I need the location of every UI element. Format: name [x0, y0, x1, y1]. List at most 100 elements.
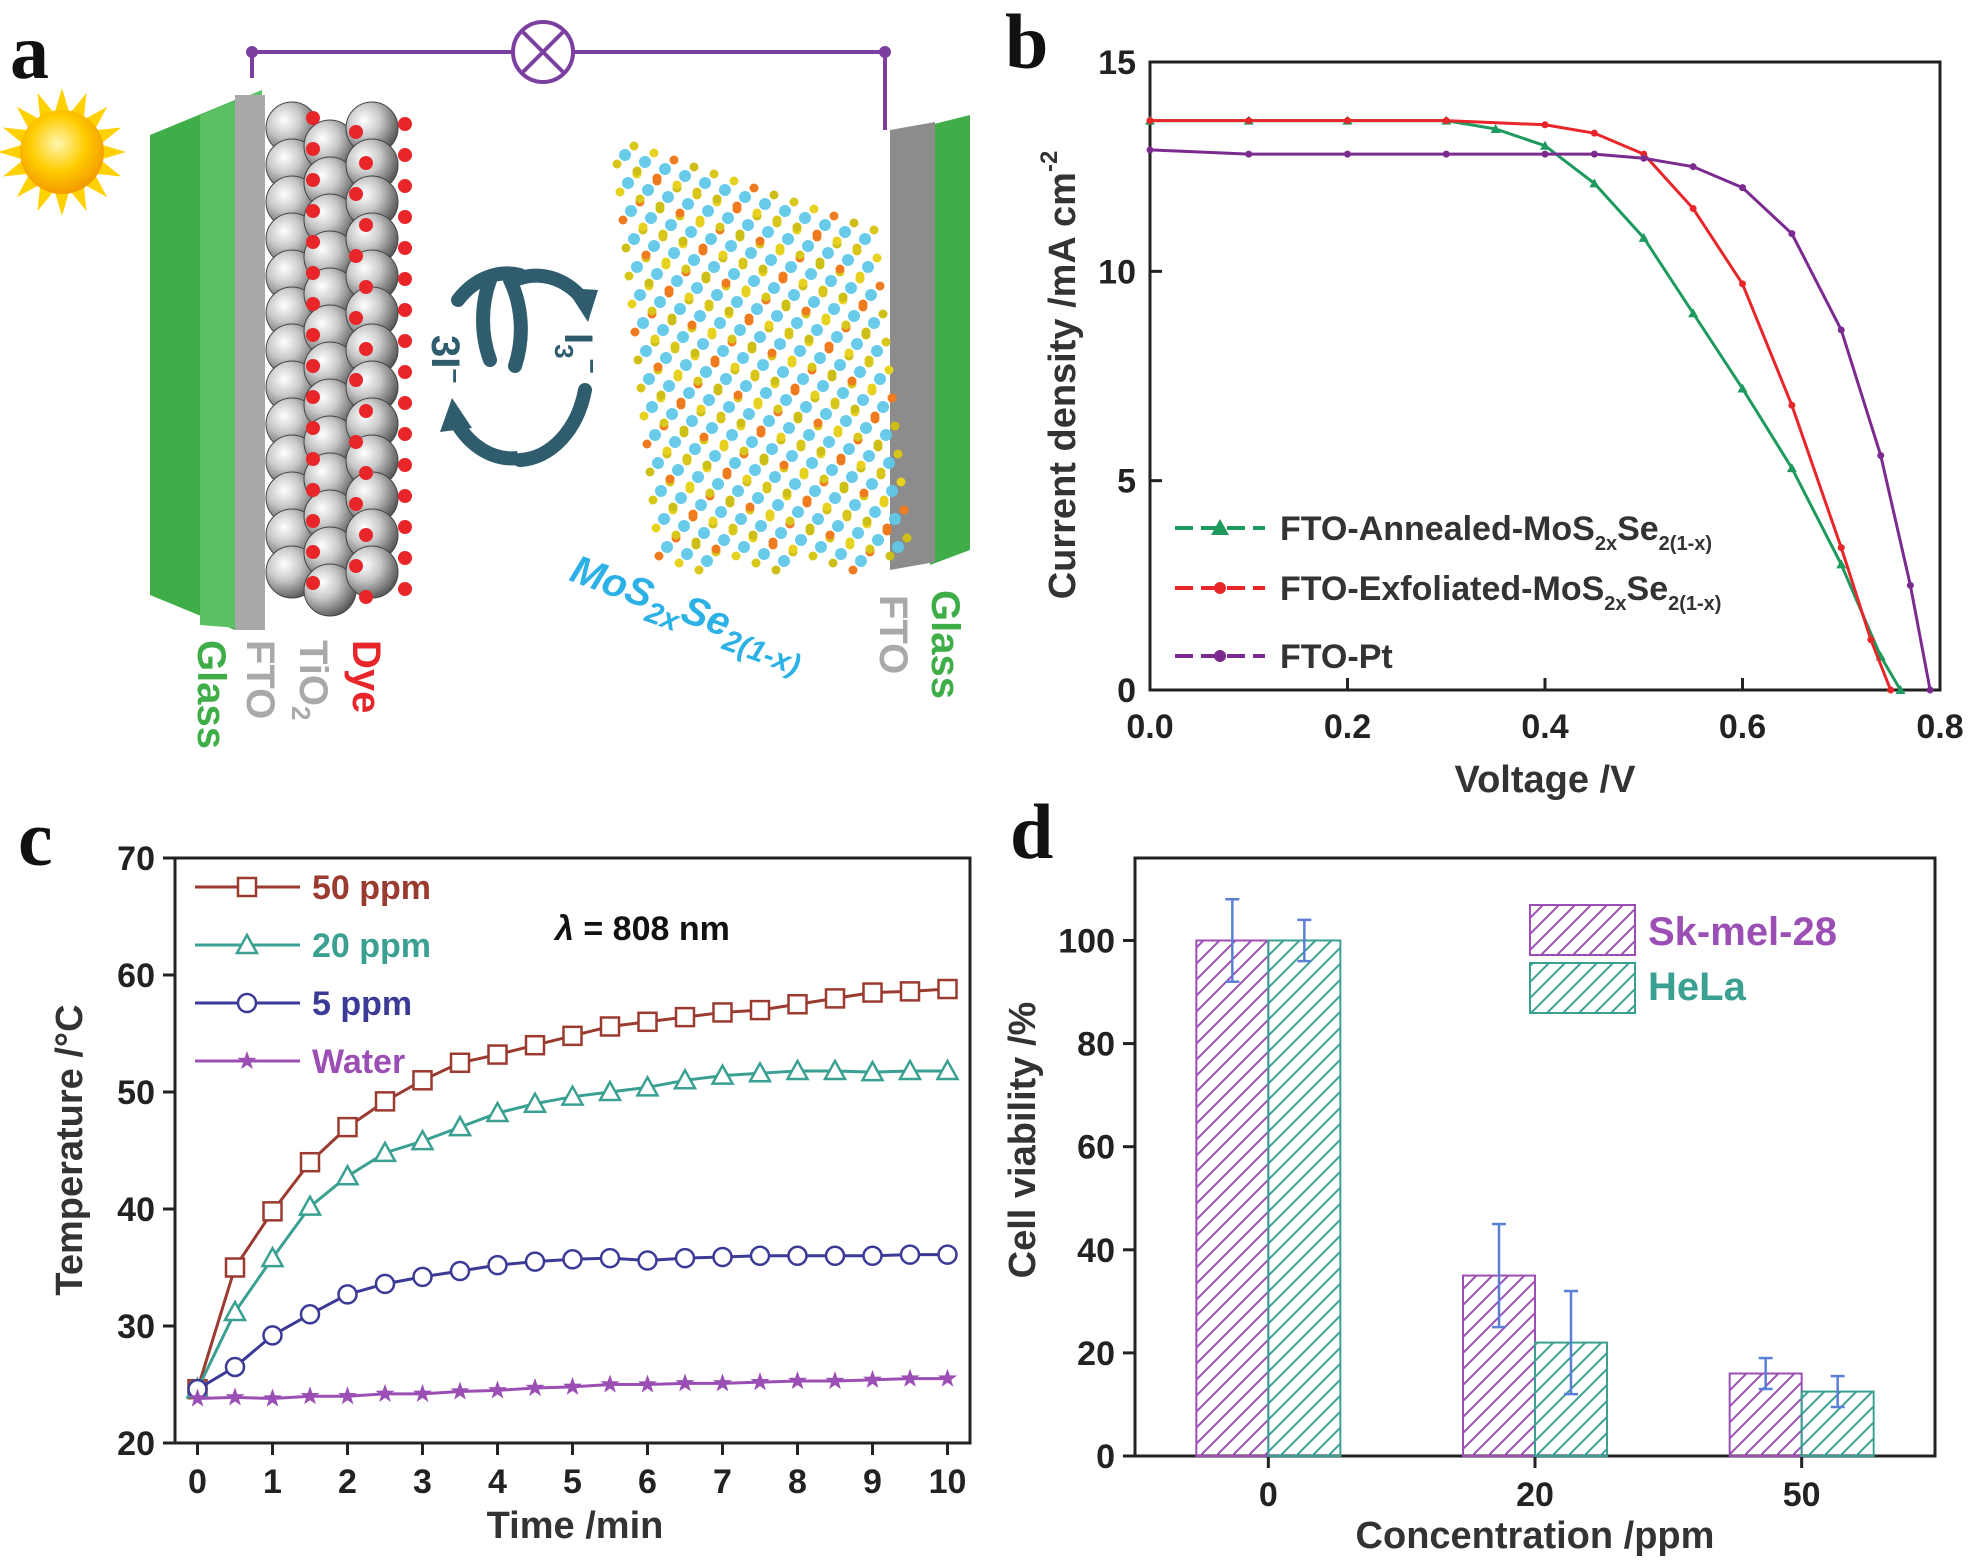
data-point	[524, 1034, 546, 1056]
legend-label: Water	[312, 1043, 405, 1081]
data-point	[1906, 581, 1914, 589]
data-point	[937, 1368, 958, 1387]
data-point	[1836, 559, 1847, 569]
data-point	[674, 1006, 696, 1028]
panel-d-ticks: 0 20 40 60 80 100 0 20 50	[1058, 922, 1820, 1514]
data-point	[1146, 146, 1154, 154]
legend-item: 5 ppm	[195, 985, 412, 1023]
data-point	[1926, 686, 1934, 694]
panel-a: a	[0, 8, 970, 749]
data-point	[300, 1386, 320, 1405]
legend-item-exfoliated: FTO-Exfoliated-MoS2xSe2(1-x)	[1175, 570, 1721, 615]
data-point	[600, 1374, 620, 1393]
x-tick-label: 0.2	[1324, 708, 1371, 746]
y-tick-label: 15	[1098, 44, 1136, 82]
data-point	[262, 1388, 283, 1407]
data-point	[787, 1245, 808, 1267]
data-point	[1442, 117, 1450, 125]
data-point	[1490, 123, 1501, 133]
x-tick-label: 0.4	[1521, 708, 1568, 746]
data-point	[1786, 463, 1797, 473]
panel-d-legend: Sk-mel-28 HeLa	[1529, 904, 1837, 1014]
data-point	[1895, 685, 1906, 694]
data-point	[487, 1254, 508, 1276]
wavelength-annotation: λ = 808 nm	[553, 910, 730, 948]
data-point	[860, 1059, 885, 1082]
legend-label-exfoliated: FTO-Exfoliated-MoS2xSe2(1-x)	[1280, 570, 1721, 615]
data-point	[449, 1260, 471, 1282]
data-point	[522, 1091, 548, 1113]
legend-item: 20 ppm	[195, 927, 431, 965]
external-circuit	[246, 20, 891, 130]
data-point	[560, 1084, 585, 1106]
y-tick-label: 70	[117, 840, 155, 878]
data-point	[525, 1378, 545, 1397]
panel-d-ylabel: Cell viability /%	[1002, 1002, 1044, 1279]
data-point	[1739, 280, 1746, 288]
data-point	[1837, 326, 1845, 334]
legend-label: 20 ppm	[312, 927, 431, 965]
panel-b-series	[1145, 115, 1934, 694]
data-point	[1146, 117, 1154, 125]
data-point	[1688, 308, 1699, 318]
data-point	[372, 1140, 398, 1163]
counter-electrode	[612, 115, 970, 575]
data-point	[1541, 121, 1549, 129]
sun-icon	[0, 88, 126, 216]
data-point	[1590, 129, 1598, 137]
data-point	[712, 1246, 733, 1268]
data-point	[224, 1356, 246, 1378]
data-point	[337, 1116, 358, 1138]
data-point	[1837, 544, 1845, 552]
series-line	[196, 1069, 948, 1390]
data-point	[750, 1372, 770, 1391]
data-point	[862, 982, 883, 1003]
y-tick-label: 60	[117, 957, 155, 995]
data-point	[224, 1257, 246, 1278]
legend-label-skmel: Sk-mel-28	[1648, 910, 1837, 954]
triiodide-label: I3−	[549, 333, 607, 374]
data-point	[450, 1381, 470, 1400]
panel-c-ticks: 0 1 2 3 4 5 6 7 8 9 10 20 30 40 50 60 70	[117, 840, 966, 1501]
panel-b-xlabel: Voltage /V	[1455, 759, 1637, 801]
series-line	[196, 987, 948, 1390]
data-point	[1887, 686, 1895, 694]
data-point	[1877, 452, 1885, 460]
data-point	[672, 1067, 698, 1090]
data-point	[260, 1245, 285, 1268]
panel-b-ylabel: Current density /mA cm-2	[1036, 151, 1084, 600]
x-tick-label: 6	[638, 1463, 657, 1501]
fto-left-label: FTO	[238, 640, 282, 719]
tio2-label: TiO2	[286, 640, 335, 720]
data-point	[937, 978, 958, 1000]
data-point	[1739, 184, 1746, 192]
series-line	[1149, 148, 1932, 691]
data-point	[412, 1070, 433, 1091]
y-tick-label: 30	[117, 1308, 155, 1346]
x-tick-label: 0.0	[1126, 708, 1173, 746]
glass-right-label: Glass	[923, 590, 967, 699]
x-tick-label: 10	[929, 1463, 967, 1501]
data-point	[862, 1245, 883, 1267]
data-point	[599, 1247, 621, 1269]
data-point	[747, 1060, 773, 1083]
data-point	[825, 1370, 845, 1390]
panel-c-chart: c Temperature /°C Time /min 0 1 2 3 4 5 6 7 8 9 10…	[18, 795, 972, 1547]
panel-b-chart: b Current density /mA cm-2 Voltage /V 0.…	[1005, 0, 1964, 801]
fto-left-layer	[235, 95, 265, 630]
data-point	[599, 1016, 621, 1037]
data-point	[222, 1299, 248, 1322]
data-point	[900, 1368, 920, 1387]
photoanode	[150, 90, 412, 630]
data-point	[262, 1201, 283, 1222]
data-point	[787, 1370, 808, 1390]
data-point	[375, 1383, 395, 1402]
panel-d-chart: d Cell viability /% Concentration /ppm 0…	[1002, 788, 1937, 1557]
panel-b-legend: FTO-Annealed-MoS2xSe2(1-x) FTO-Exfoliate…	[1175, 510, 1721, 676]
data-point	[449, 1052, 471, 1073]
data-point	[412, 1266, 433, 1288]
panel-c-legend: 50 ppm 20 ppm 5 ppm Water	[195, 869, 431, 1081]
panel-d-xlabel: Concentration /ppm	[1356, 1515, 1715, 1557]
data-point	[824, 1245, 846, 1267]
data-point	[187, 1388, 208, 1407]
